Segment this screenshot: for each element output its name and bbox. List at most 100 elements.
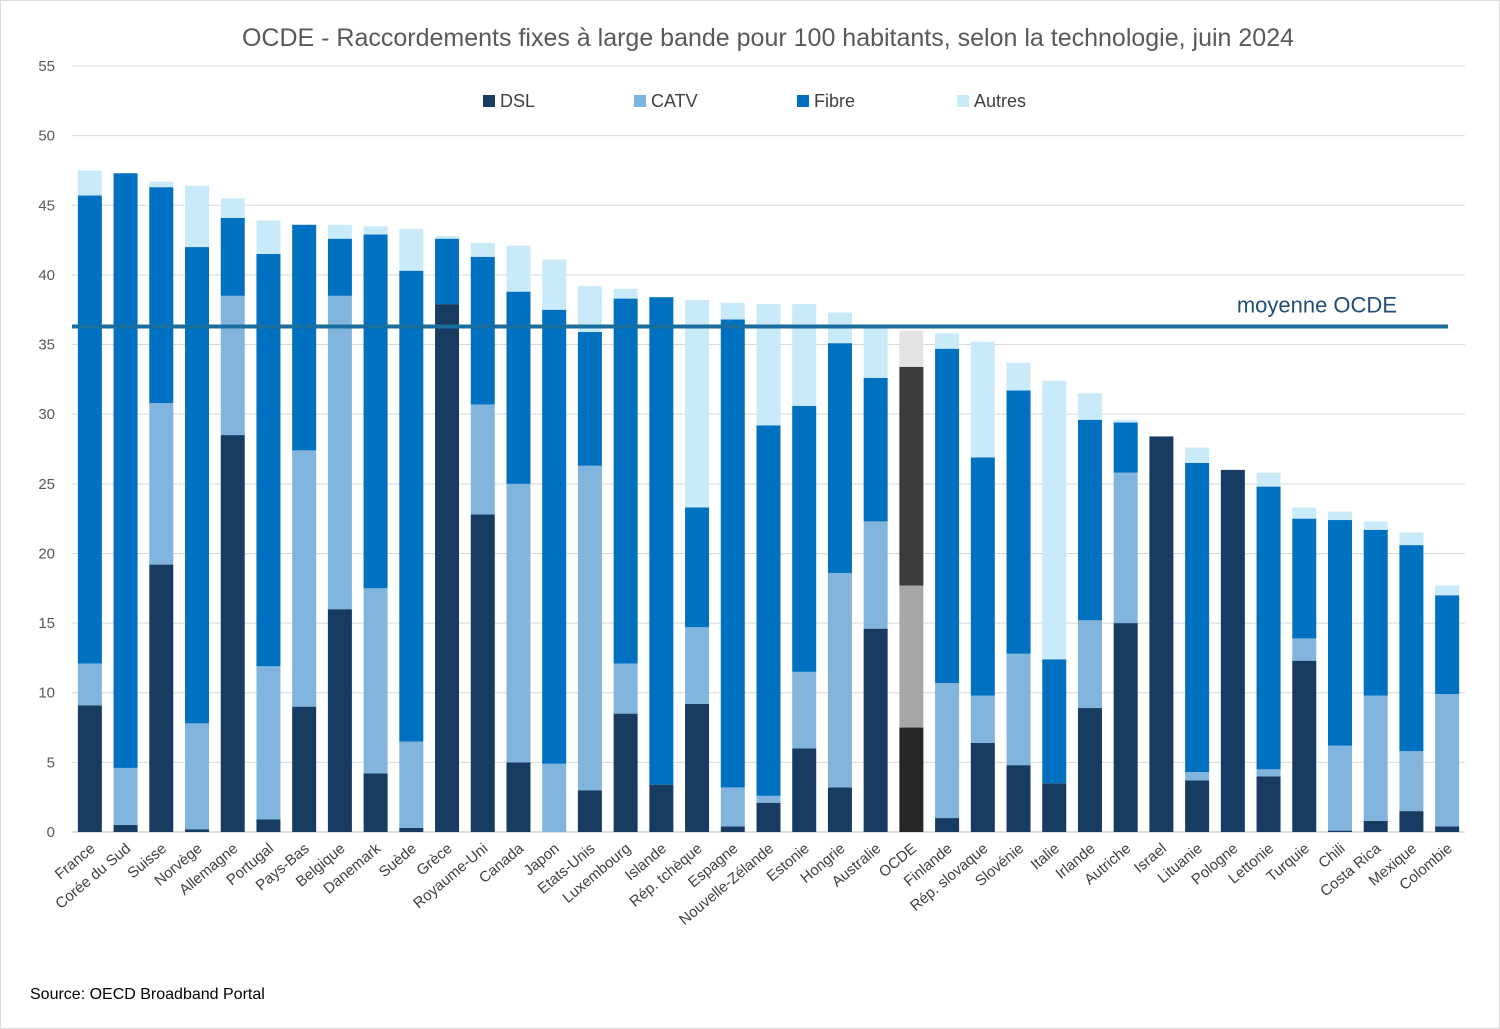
bar-segment-fibre bbox=[185, 247, 210, 724]
y-tick-label: 5 bbox=[47, 754, 55, 771]
bar-segment-fibre bbox=[542, 309, 567, 764]
bar-segment-fibre bbox=[1399, 545, 1424, 752]
bar-segment-catv bbox=[827, 572, 852, 788]
bar-segment-autres bbox=[149, 181, 174, 188]
bar-segment-catv bbox=[77, 663, 102, 706]
bar-segment-autres bbox=[970, 341, 995, 458]
bar-segment-fibre bbox=[827, 343, 852, 573]
bar-segment-catv bbox=[363, 588, 388, 774]
legend-item-dsl: DSL bbox=[483, 91, 535, 111]
bar-segment-catv bbox=[1292, 638, 1317, 661]
bar-segment-dsl bbox=[1185, 780, 1210, 832]
bar-segment-dsl bbox=[792, 748, 817, 832]
bar-segment-fibre bbox=[577, 332, 602, 466]
bar-segment-fibre bbox=[1292, 518, 1317, 639]
bar-segment-dsl bbox=[863, 628, 888, 832]
legend-label: CATV bbox=[651, 91, 698, 111]
bar-segment-dsl bbox=[435, 304, 460, 832]
bar-segment-catv bbox=[1256, 769, 1281, 777]
bar-segment-catv bbox=[506, 483, 531, 763]
y-tick-label: 15 bbox=[38, 615, 55, 632]
bar-segment-autres bbox=[577, 286, 602, 333]
bar-segment-dsl bbox=[1435, 826, 1460, 832]
bar-segment-dsl bbox=[577, 790, 602, 832]
bar-segment-autres bbox=[77, 170, 102, 196]
bar-segment-catv bbox=[1327, 745, 1352, 831]
bar-segment-catv bbox=[970, 695, 995, 743]
bar-segment-catv bbox=[1363, 695, 1388, 821]
bar-segment-autres bbox=[542, 259, 567, 310]
bar-segment-fibre bbox=[1185, 462, 1210, 773]
source-note: Source: OECD Broadband Portal bbox=[30, 986, 265, 1003]
legend-swatch bbox=[957, 95, 969, 107]
bar-segment-catv bbox=[327, 295, 352, 610]
y-tick-label: 50 bbox=[38, 128, 55, 145]
chart-title: OCDE - Raccordements fixes à large bande… bbox=[242, 24, 1294, 52]
bar-segment-autres bbox=[185, 185, 210, 248]
y-tick-label: 35 bbox=[38, 337, 55, 354]
bar-segment-fibre bbox=[1006, 390, 1031, 654]
bar-segment-autres bbox=[1363, 521, 1388, 530]
bar-segment-catv bbox=[220, 295, 245, 436]
bar-segment-autres bbox=[1006, 362, 1031, 391]
bar-segment-autres bbox=[327, 224, 352, 239]
bar-segment-autres bbox=[1113, 419, 1138, 423]
y-tick-label: 20 bbox=[38, 545, 55, 562]
bar-segment-dsl bbox=[613, 713, 638, 832]
bar-segment-autres bbox=[756, 304, 781, 426]
bar-segment-dsl bbox=[720, 826, 745, 832]
bar-segment-catv bbox=[256, 666, 281, 820]
bar-segment-dsl bbox=[327, 609, 352, 832]
bar-segment-fibre bbox=[113, 173, 138, 768]
bar-segment-fibre bbox=[327, 238, 352, 296]
bar-segment-fibre bbox=[506, 291, 531, 484]
bar-segment-autres bbox=[1327, 511, 1352, 521]
bar-segment-fibre bbox=[363, 234, 388, 589]
legend-swatch bbox=[483, 95, 495, 107]
y-tick-label: 40 bbox=[38, 267, 55, 284]
bar-segment-fibre bbox=[256, 254, 281, 667]
bar-segment-fibre bbox=[399, 270, 424, 742]
bar-segment-autres bbox=[506, 245, 531, 292]
bar-segment-dsl bbox=[1042, 783, 1067, 832]
bar-segment-dsl bbox=[470, 514, 495, 832]
legend-label: DSL bbox=[500, 91, 535, 111]
bar-segment-fibre bbox=[435, 238, 460, 305]
bar-segment-fibre bbox=[220, 217, 245, 296]
bar-segment-dsl bbox=[1399, 811, 1424, 832]
bar-segment-autres bbox=[1292, 507, 1317, 519]
bar-segment-dsl bbox=[1327, 830, 1352, 832]
bar-segment-autres bbox=[363, 226, 388, 235]
bar-segment-dsl bbox=[1149, 436, 1174, 832]
bar-segment-catv bbox=[792, 671, 817, 749]
bar-segment-catv bbox=[685, 627, 710, 704]
bar-segment-fibre bbox=[649, 297, 674, 785]
bar-segment-catv bbox=[863, 521, 888, 629]
bar-segment-fibre bbox=[720, 319, 745, 788]
bar-segment-fibre bbox=[756, 425, 781, 796]
legend-item-fibre: Fibre bbox=[797, 91, 855, 111]
bar-segment-dsl bbox=[1006, 765, 1031, 832]
bar-segment-fibre bbox=[1042, 659, 1067, 784]
bar-segment-autres bbox=[863, 325, 888, 378]
bar-segment-catv bbox=[1399, 751, 1424, 812]
bar-segment-autres bbox=[1042, 380, 1067, 660]
bar-segment-dsl bbox=[292, 706, 317, 832]
bar-segment-dsl bbox=[256, 819, 281, 832]
bar-segment-catv bbox=[1077, 620, 1102, 709]
bar-segment-catv bbox=[613, 663, 638, 714]
legend-swatch bbox=[634, 95, 646, 107]
bar-segment-catv bbox=[185, 723, 210, 830]
bar-segment-dsl bbox=[827, 787, 852, 832]
average-line-group: moyenne OCDE bbox=[72, 292, 1448, 329]
bar-segment-dsl bbox=[685, 703, 710, 832]
legend-label: Fibre bbox=[814, 91, 855, 111]
bar-segment-dsl bbox=[649, 784, 674, 832]
bar-segment-catv bbox=[935, 682, 960, 819]
y-tick-label: 55 bbox=[38, 58, 55, 75]
bar-segment-dsl bbox=[149, 564, 174, 832]
legend-swatch bbox=[797, 95, 809, 107]
bar-segment-dsl bbox=[399, 827, 424, 832]
x-tick-label: Suède bbox=[376, 840, 420, 881]
